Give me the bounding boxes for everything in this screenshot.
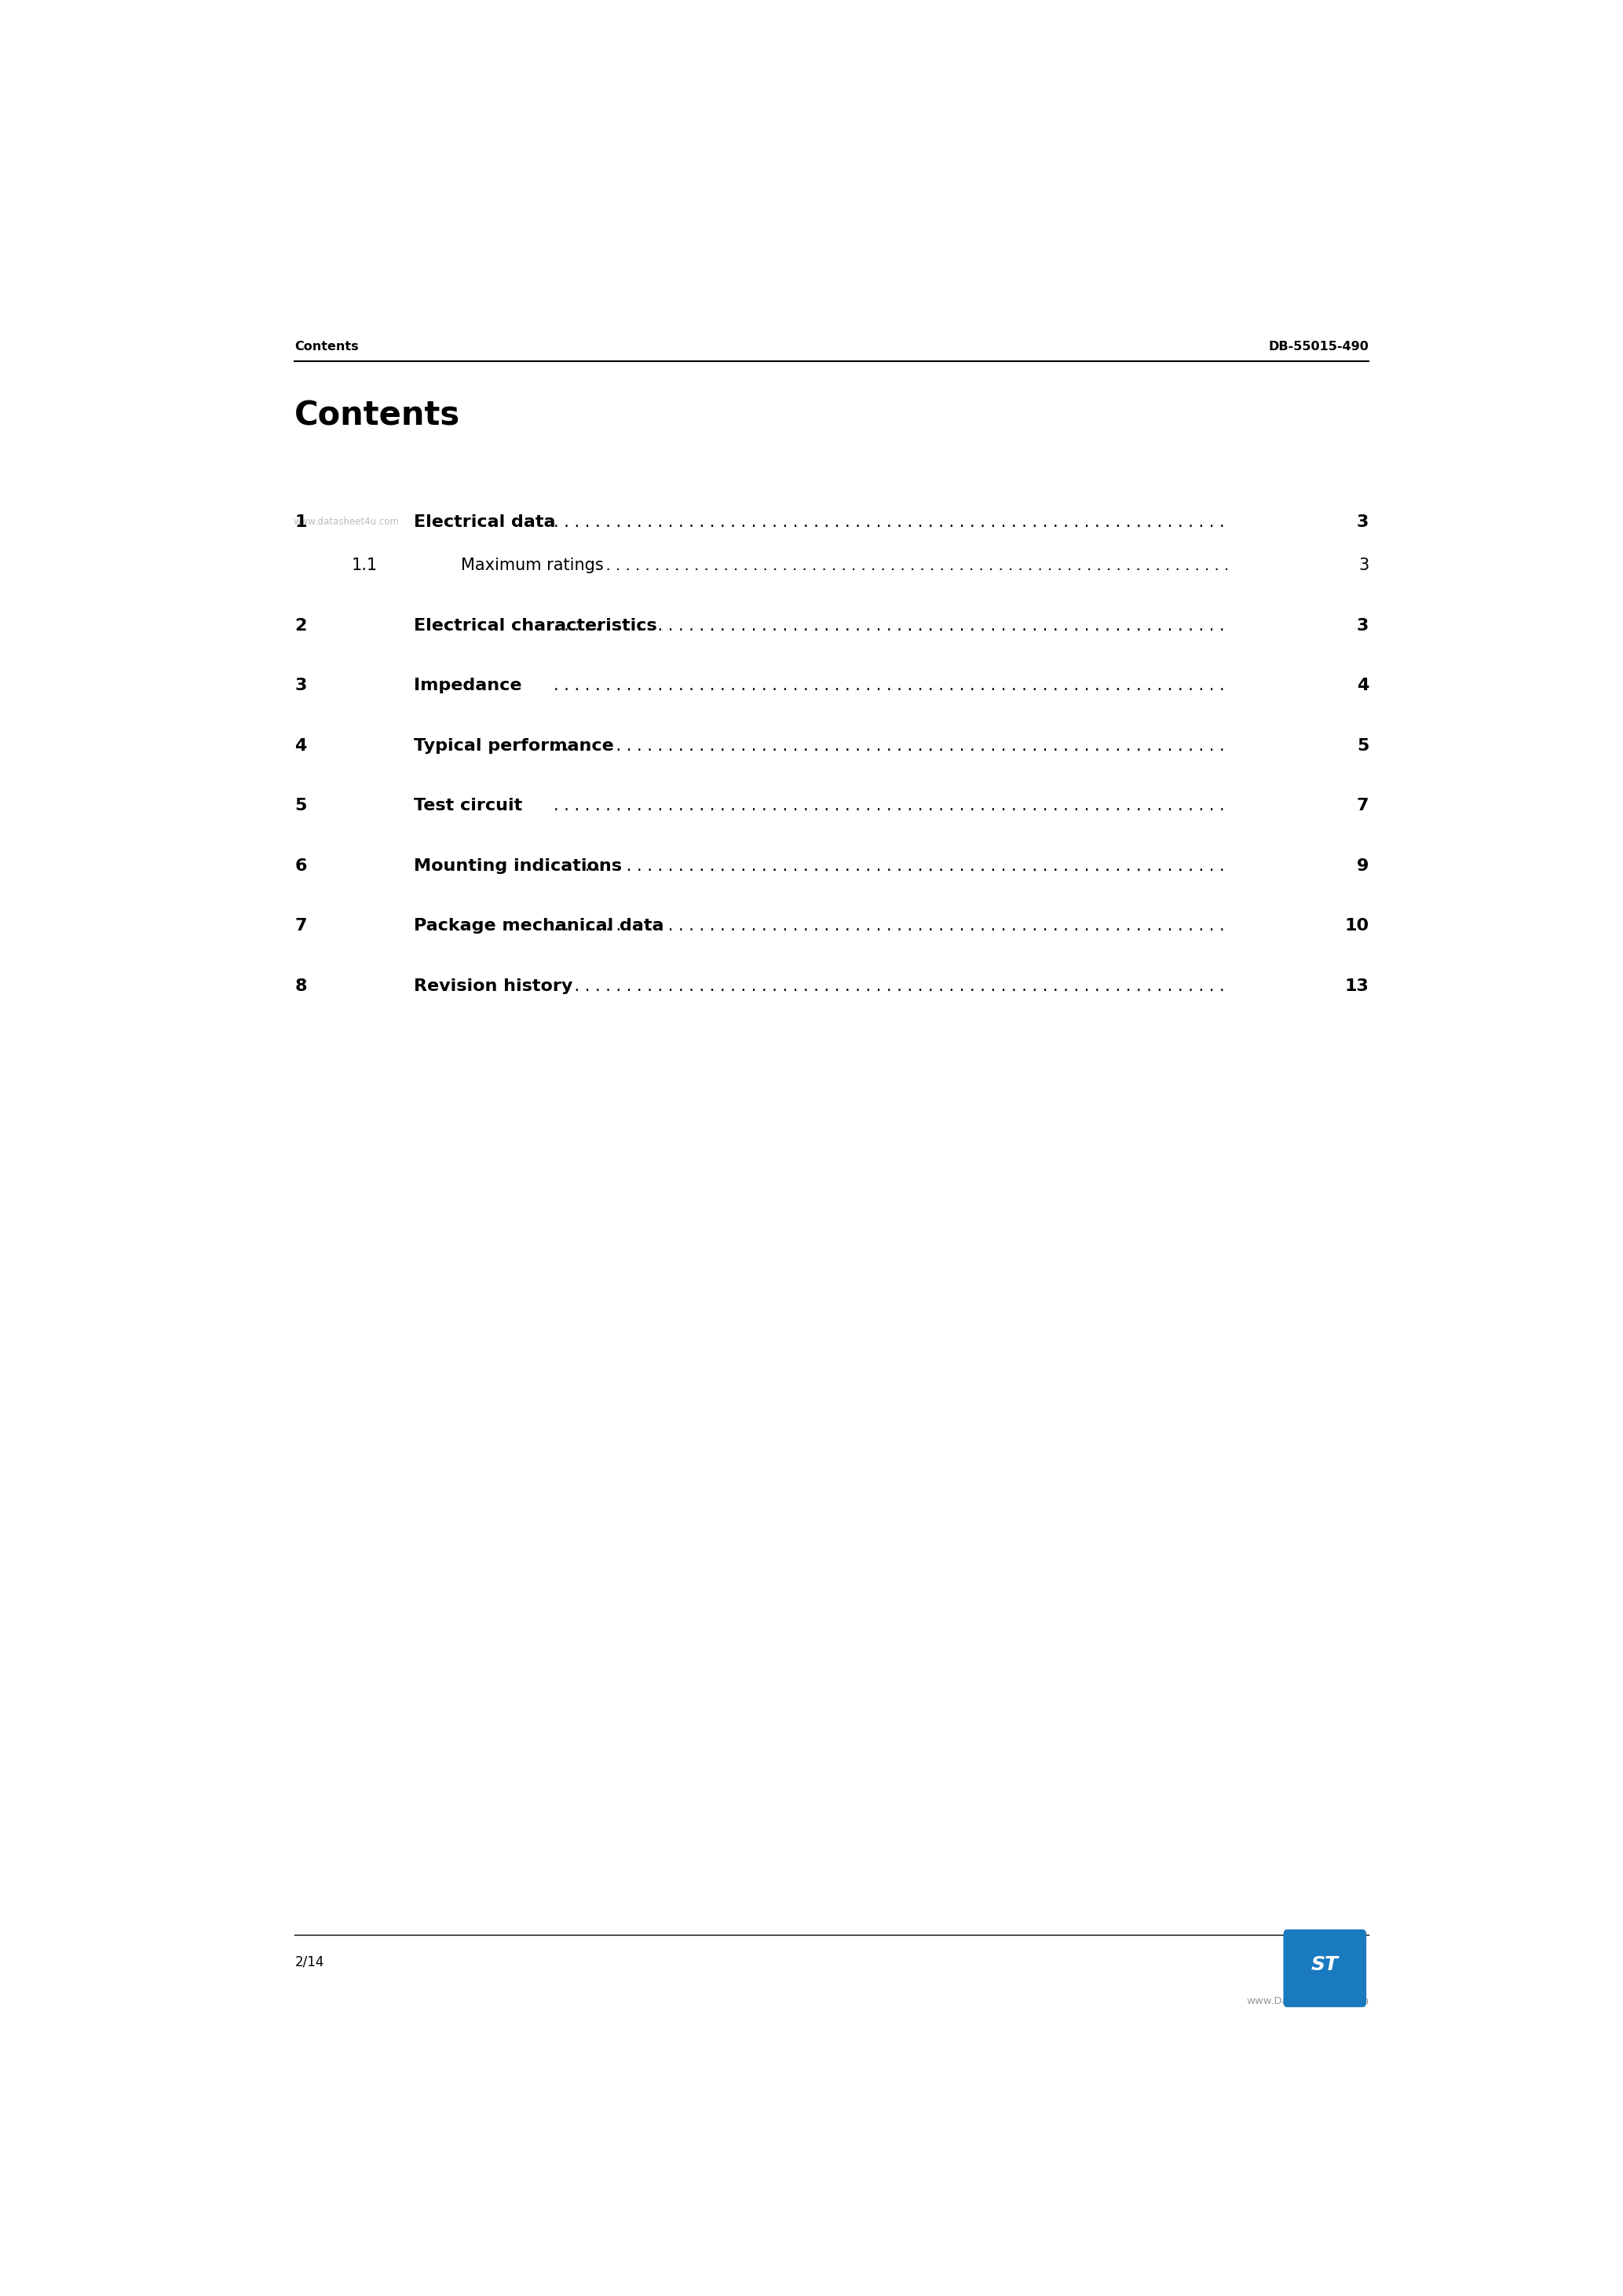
Text: . . . . . . . . . . . . . . . . . . . . . . . . . . . . . . . . . . . . . . . . : . . . . . . . . . . . . . . . . . . . . … bbox=[553, 978, 1230, 994]
Text: Revision history: Revision history bbox=[414, 978, 573, 994]
Text: Test circuit: Test circuit bbox=[414, 799, 523, 813]
Text: Impedance: Impedance bbox=[414, 677, 523, 693]
Text: 4: 4 bbox=[295, 737, 307, 753]
Text: 1: 1 bbox=[295, 514, 307, 530]
Text: 7: 7 bbox=[295, 918, 307, 934]
Text: DB-55015-490: DB-55015-490 bbox=[1269, 340, 1368, 351]
Text: 6: 6 bbox=[295, 859, 307, 875]
Text: Contents: Contents bbox=[295, 340, 359, 351]
Text: Maximum ratings: Maximum ratings bbox=[461, 558, 604, 574]
Text: 5: 5 bbox=[1357, 737, 1368, 753]
Text: 2/14: 2/14 bbox=[295, 1956, 325, 1970]
Text: Contents: Contents bbox=[295, 400, 461, 432]
Text: 13: 13 bbox=[1344, 978, 1368, 994]
Text: Electrical characteristics: Electrical characteristics bbox=[414, 618, 657, 634]
Text: . . . . . . . . . . . . . . . . . . . . . . . . . . . . . . . . . . . . . . . . : . . . . . . . . . . . . . . . . . . . . … bbox=[553, 514, 1230, 530]
Text: Mounting indications: Mounting indications bbox=[414, 859, 622, 875]
Text: ST: ST bbox=[1311, 1956, 1339, 1975]
Text: 7: 7 bbox=[1357, 799, 1368, 813]
Text: www.DataSheet4U.com: www.DataSheet4U.com bbox=[1246, 1995, 1368, 2007]
Text: . . . . . . . . . . . . . . . . . . . . . . . . . . . . . . . . . . . . . . . . : . . . . . . . . . . . . . . . . . . . . … bbox=[596, 558, 1233, 574]
Text: 3: 3 bbox=[295, 677, 307, 693]
Text: Package mechanical data: Package mechanical data bbox=[414, 918, 664, 934]
Text: 3: 3 bbox=[1357, 618, 1368, 634]
Text: . . . . . . . . . . . . . . . . . . . . . . . . . . . . . . . . . . . . . . . . : . . . . . . . . . . . . . . . . . . . . … bbox=[553, 737, 1230, 753]
Text: 5: 5 bbox=[295, 799, 307, 813]
Text: . . . . . . . . . . . . . . . . . . . . . . . . . . . . . . . . . . . . . . . . : . . . . . . . . . . . . . . . . . . . . … bbox=[553, 618, 1230, 634]
Text: 9: 9 bbox=[1357, 859, 1368, 875]
Text: Typical performance: Typical performance bbox=[414, 737, 613, 753]
Text: 1.1: 1.1 bbox=[351, 558, 377, 574]
Text: . . . . . . . . . . . . . . . . . . . . . . . . . . . . . . . . . . . . . . . . : . . . . . . . . . . . . . . . . . . . . … bbox=[553, 677, 1230, 693]
Text: . . . . . . . . . . . . . . . . . . . . . . . . . . . . . . . . . . . . . . . . : . . . . . . . . . . . . . . . . . . . . … bbox=[553, 859, 1230, 875]
Text: 3: 3 bbox=[1358, 558, 1368, 574]
Text: 10: 10 bbox=[1344, 918, 1368, 934]
Text: 2: 2 bbox=[295, 618, 307, 634]
Text: . . . . . . . . . . . . . . . . . . . . . . . . . . . . . . . . . . . . . . . . : . . . . . . . . . . . . . . . . . . . . … bbox=[553, 799, 1230, 813]
Text: Electrical data: Electrical data bbox=[414, 514, 557, 530]
Text: 3: 3 bbox=[1357, 514, 1368, 530]
Text: . . . . . . . . . . . . . . . . . . . . . . . . . . . . . . . . . . . . . . . . : . . . . . . . . . . . . . . . . . . . . … bbox=[553, 918, 1230, 934]
Text: www.datasheet4u.com: www.datasheet4u.com bbox=[294, 517, 399, 528]
Text: 8: 8 bbox=[295, 978, 307, 994]
FancyBboxPatch shape bbox=[1284, 1929, 1367, 2007]
Text: 4: 4 bbox=[1357, 677, 1368, 693]
